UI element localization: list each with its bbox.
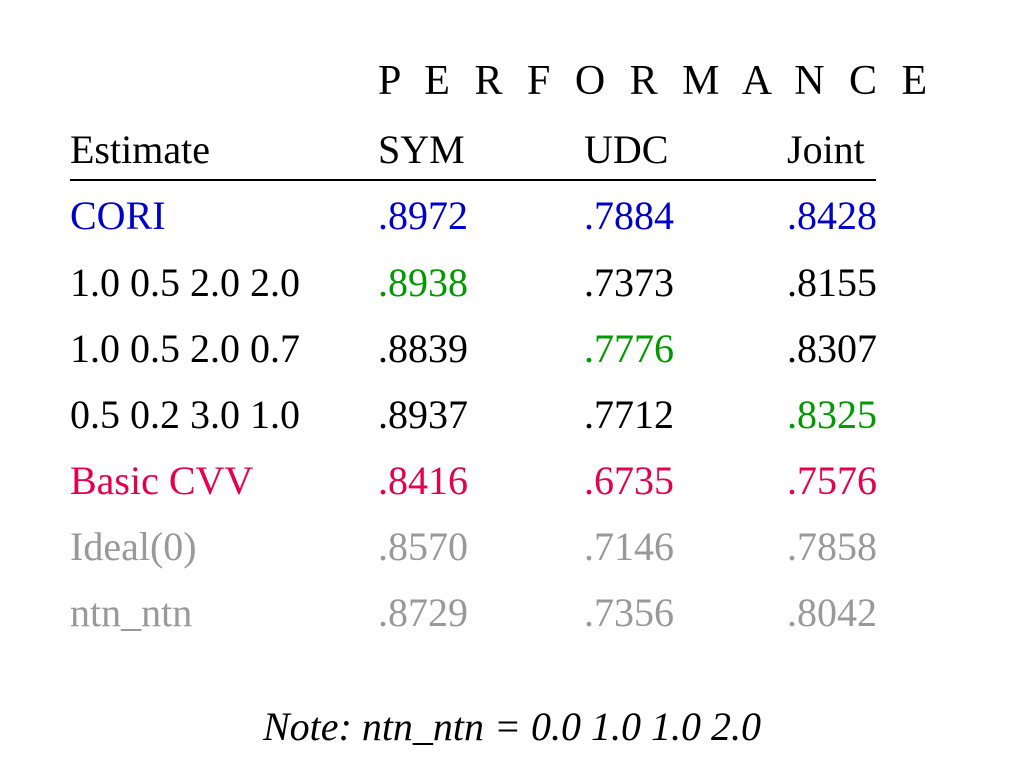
udc-value: .7373 (584, 260, 674, 305)
row-label: Ideal(0) (70, 524, 197, 569)
header-udc: UDC (584, 127, 669, 172)
row-label: CORI (70, 193, 166, 238)
joint-value: .8325 (787, 392, 877, 437)
sym-value: .8416 (378, 458, 468, 503)
sym-value: .8839 (378, 326, 468, 371)
row-label: Basic CVV (70, 458, 254, 503)
udc-value: .7356 (584, 590, 674, 635)
table-row: 1.0 0.5 2.0 2.0 .8938 .7373 .8155 (70, 254, 910, 312)
joint-value: .8042 (787, 590, 877, 635)
header-joint: Joint (787, 127, 865, 172)
sym-value: .8729 (378, 590, 468, 635)
row-label: ntn_ntn (70, 590, 193, 635)
udc-value: .7776 (584, 326, 674, 371)
table-row: ntn_ntn .8729 .7356 .8042 (70, 584, 910, 642)
joint-value: .7858 (787, 524, 877, 569)
joint-value: .7576 (787, 458, 877, 503)
sym-value: .8938 (378, 260, 468, 305)
header-estimate: Estimate (70, 127, 210, 172)
footnote: Note: ntn_ntn = 0.0 1.0 1.0 2.0 (262, 704, 762, 749)
slide-title: P E R F O R M A N C E (378, 58, 935, 104)
table-row: 1.0 0.5 2.0 0.7 .8839 .7776 .8307 (70, 320, 910, 378)
udc-value: .7884 (584, 193, 674, 238)
header-sym: SYM (378, 127, 465, 172)
udc-value: .6735 (584, 458, 674, 503)
joint-value: .8307 (787, 326, 877, 371)
table-header-row: Estimate SYM UDC Joint (70, 121, 876, 181)
sym-value: .8570 (378, 524, 468, 569)
table-row: Ideal(0) .8570 .7146 .7858 (70, 518, 910, 576)
table-row: Basic CVV .8416 .6735 .7576 (70, 452, 910, 510)
table-row: CORI .8972 .7884 .8428 (70, 187, 910, 245)
sym-value: .8937 (378, 392, 468, 437)
row-label: 1.0 0.5 2.0 2.0 (70, 260, 300, 305)
table-row: 0.5 0.2 3.0 1.0 .8937 .7712 .8325 (70, 386, 910, 444)
row-label: 0.5 0.2 3.0 1.0 (70, 392, 300, 437)
joint-value: .8428 (787, 193, 877, 238)
udc-value: .7146 (584, 524, 674, 569)
row-label: 1.0 0.5 2.0 0.7 (70, 326, 300, 371)
sym-value: .8972 (378, 193, 468, 238)
joint-value: .8155 (787, 260, 877, 305)
udc-value: .7712 (584, 392, 674, 437)
